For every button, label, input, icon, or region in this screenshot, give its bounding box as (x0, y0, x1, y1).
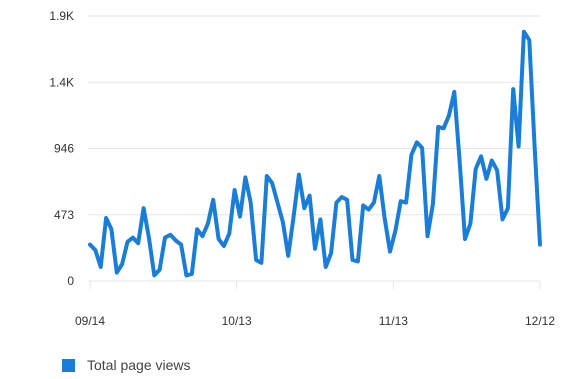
legend-swatch (62, 358, 75, 372)
y-axis-ticks: 0 473 946 1.4K 1.9K (49, 9, 74, 288)
legend[interactable]: Total page views (62, 356, 191, 374)
y-tick-label: 473 (54, 208, 74, 222)
y-tick-label: 1.9K (49, 9, 74, 23)
y-tick-label: 1.4K (49, 75, 74, 89)
line-chart: 0 473 946 1.4K 1.9K 09/14 10/13 11/13 12/12 (49, 9, 555, 328)
x-tick-label: 09/14 (75, 314, 105, 328)
series-line-total-page-views[interactable] (88, 29, 542, 278)
x-axis-ticks: 09/14 10/13 11/13 12/12 (75, 281, 555, 328)
x-tick-label: 11/13 (379, 314, 408, 328)
legend-label: Total page views (87, 357, 191, 373)
chart-canvas: 0 473 946 1.4K 1.9K 09/14 10/13 11/13 12/12 (49, 9, 555, 328)
x-tick-label: 12/12 (525, 314, 555, 328)
y-tick-label: 946 (54, 142, 74, 156)
y-tick-label: 0 (67, 274, 74, 288)
x-tick-label: 10/13 (222, 314, 252, 328)
series-layer (88, 29, 542, 278)
